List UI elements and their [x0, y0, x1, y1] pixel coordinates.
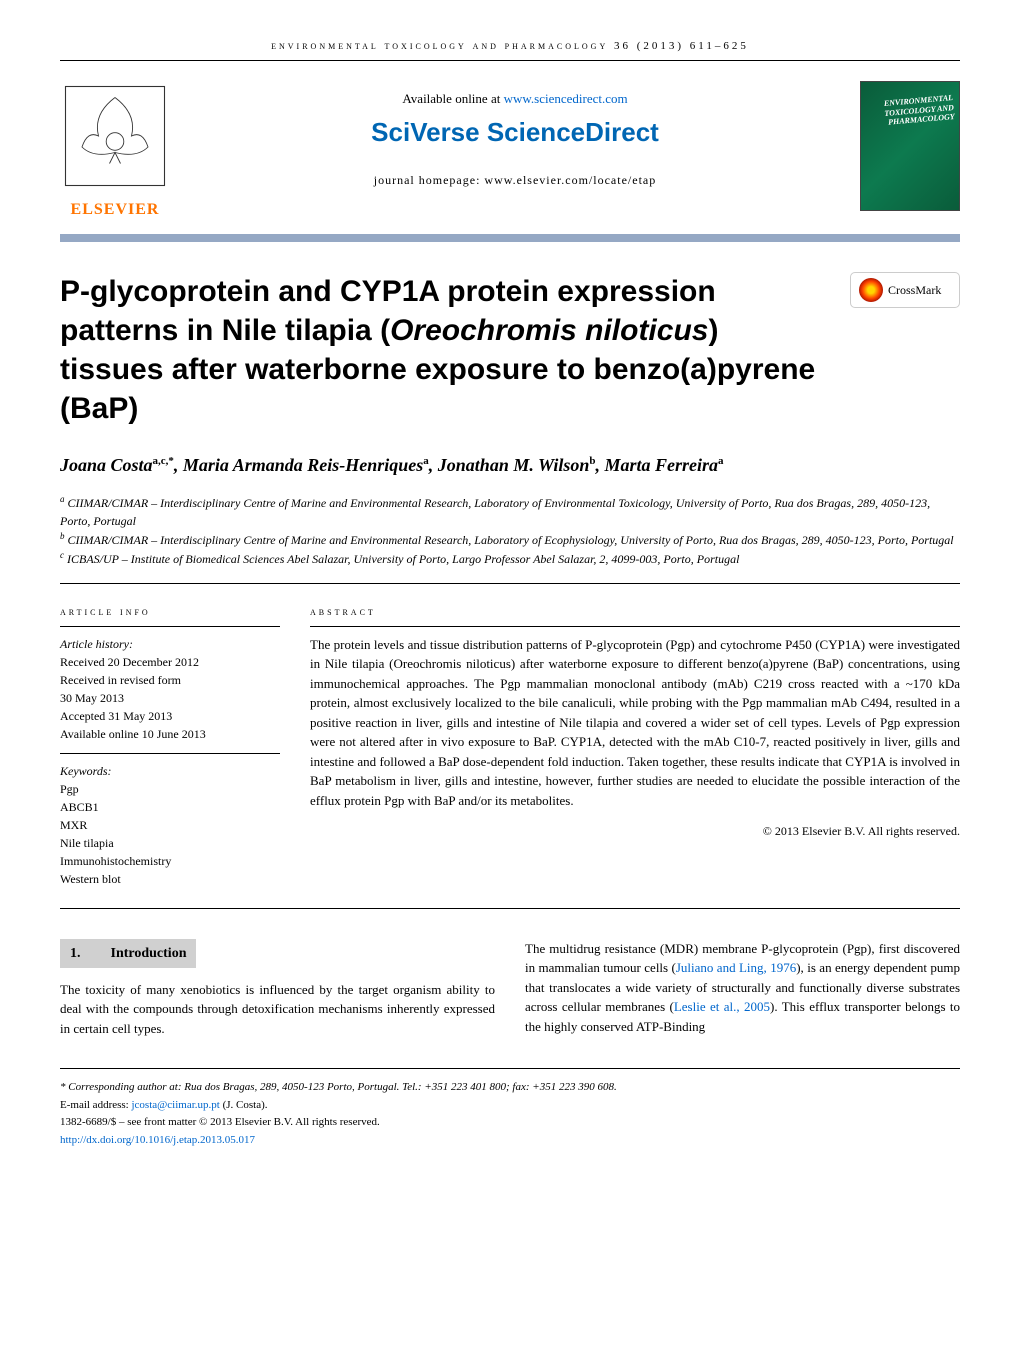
citation-link[interactable]: Juliano and Ling, 1976 — [676, 960, 796, 975]
intro-left-column: 1. Introduction The toxicity of many xeno… — [60, 939, 495, 1039]
journal-cover-thumbnail: ENVIRONMENTAL TOXICOLOGY AND PHARMACOLOG… — [860, 81, 960, 211]
article-title: P-glycoprotein and CYP1A protein express… — [60, 272, 830, 428]
crossmark-label: CrossMark — [888, 283, 941, 298]
sciverse-brand: SciVerse ScienceDirect — [190, 117, 840, 148]
journal-running-header: environmental toxicology and pharmacolog… — [60, 40, 960, 61]
keywords-label: Keywords: — [60, 762, 280, 780]
article-info-column: article info Article history: Received 2… — [60, 604, 280, 888]
corresponding-author: * Corresponding author at: Rua dos Braga… — [60, 1079, 960, 1097]
doi-link[interactable]: http://dx.doi.org/10.1016/j.etap.2013.05… — [60, 1134, 255, 1146]
crossmark-badge[interactable]: CrossMark — [850, 272, 960, 308]
abstract-heading: abstract — [310, 604, 960, 627]
history-label: Article history: — [60, 635, 280, 653]
issn-line: 1382-6689/$ – see front matter © 2013 El… — [60, 1114, 960, 1132]
intro-right-column: The multidrug resistance (MDR) membrane … — [525, 939, 960, 1039]
citation-link[interactable]: Leslie et al., 2005 — [674, 999, 770, 1014]
crossmark-icon — [859, 278, 883, 302]
journal-cover-title: ENVIRONMENTAL TOXICOLOGY AND PHARMACOLOG… — [860, 93, 955, 130]
keywords-list: PgpABCB1MXRNile tilapiaImmunohistochemis… — [60, 780, 280, 888]
article-info-heading: article info — [60, 604, 280, 627]
section-title: Introduction — [111, 946, 187, 961]
sciencedirect-link[interactable]: www.sciencedirect.com — [504, 91, 628, 106]
author-email-link[interactable]: jcosta@ciimar.up.pt — [131, 1099, 219, 1111]
publisher-header: ELSEVIER Available online at www.science… — [60, 81, 960, 242]
info-abstract-row: article info Article history: Received 2… — [60, 604, 960, 909]
elsevier-wordmark: ELSEVIER — [60, 201, 170, 219]
email-line: E-mail address: jcosta@ciimar.up.pt (J. … — [60, 1097, 960, 1115]
journal-homepage-text: journal homepage: www.elsevier.com/locat… — [190, 173, 840, 188]
abstract-column: abstract The protein levels and tissue d… — [310, 604, 960, 888]
section-heading: 1. Introduction — [60, 939, 196, 968]
section-number: 1. — [70, 946, 81, 961]
keywords-section: Keywords: PgpABCB1MXRNile tilapiaImmunoh… — [60, 753, 280, 888]
available-online-text: Available online at www.sciencedirect.co… — [190, 91, 840, 107]
page-footer: * Corresponding author at: Rua dos Braga… — [60, 1068, 960, 1149]
intro-para-1: The toxicity of many xenobiotics is infl… — [60, 980, 495, 1039]
abstract-copyright: © 2013 Elsevier B.V. All rights reserved… — [310, 822, 960, 840]
elsevier-logo: ELSEVIER — [60, 81, 170, 219]
header-center: Available online at www.sciencedirect.co… — [190, 81, 840, 188]
title-section: P-glycoprotein and CYP1A protein express… — [60, 272, 960, 428]
history-lines: Received 20 December 2012Received in rev… — [60, 653, 280, 743]
affiliations-list: a CIIMAR/CIMAR – Interdisciplinary Centr… — [60, 493, 960, 584]
abstract-text: The protein levels and tissue distributi… — [310, 635, 960, 811]
introduction-section: 1. Introduction The toxicity of many xeno… — [60, 939, 960, 1039]
intro-para-2: The multidrug resistance (MDR) membrane … — [525, 939, 960, 1037]
authors-list: Joana Costaa,c,*, Maria Armanda Reis-Hen… — [60, 453, 960, 478]
